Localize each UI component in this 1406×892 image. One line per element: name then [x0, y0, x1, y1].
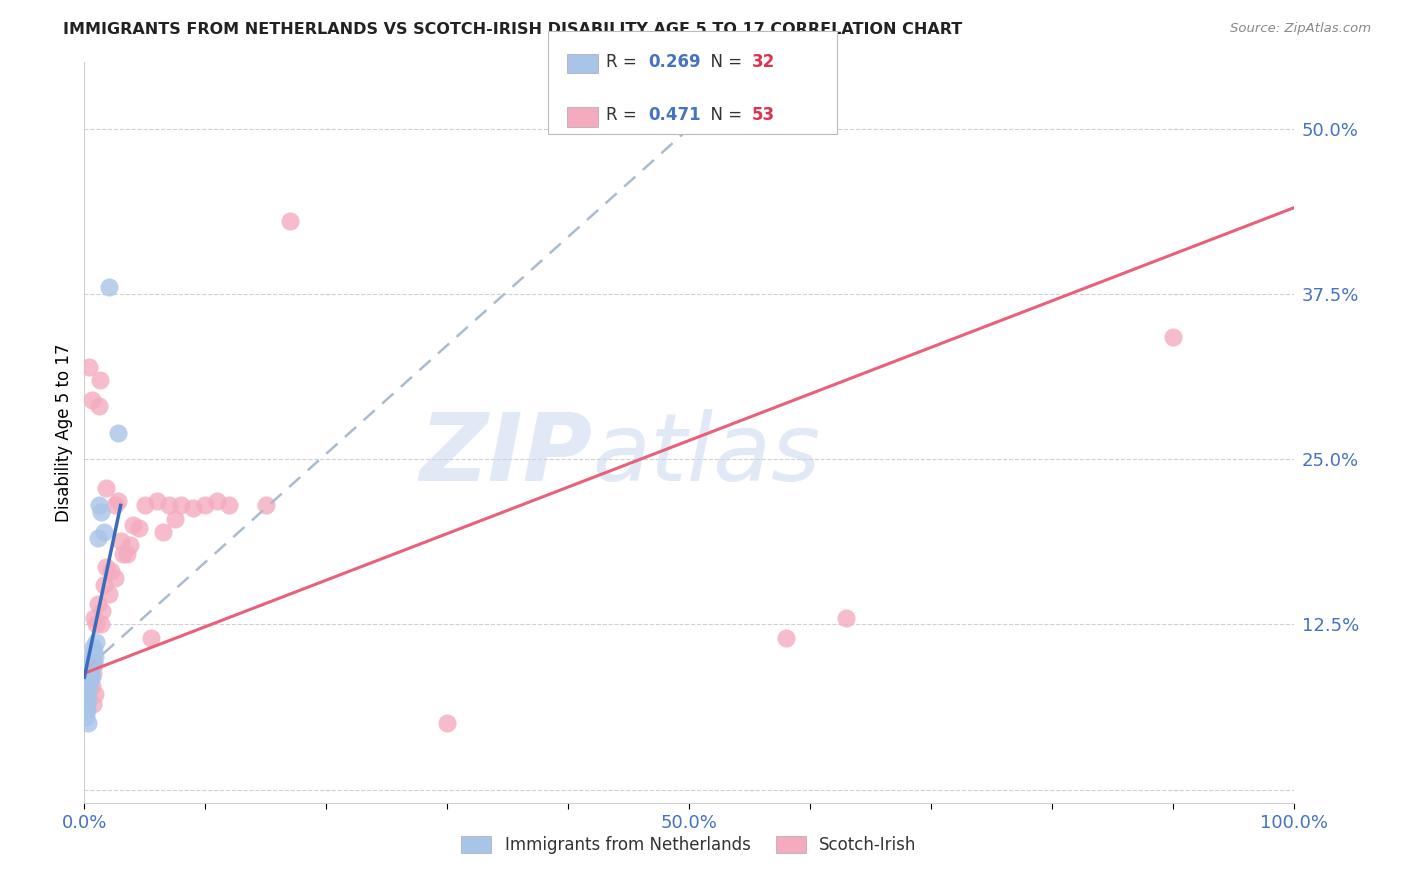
Text: Source: ZipAtlas.com: Source: ZipAtlas.com: [1230, 22, 1371, 36]
Point: [86, 598, 108, 612]
Point: [89, 373, 111, 387]
Point: [86, 634, 108, 648]
Point: [84, 650, 107, 665]
Point: [90, 505, 112, 519]
Text: N =: N =: [700, 106, 748, 124]
Point: [75, 710, 97, 724]
Point: [87, 499, 110, 513]
Point: [94, 560, 117, 574]
Text: R =: R =: [606, 53, 643, 70]
Point: [436, 716, 458, 731]
Point: [93, 577, 115, 591]
Text: 0.269: 0.269: [648, 53, 700, 70]
Point: [121, 518, 143, 533]
Text: ZIP: ZIP: [419, 409, 592, 500]
Point: [107, 425, 129, 440]
Point: [77, 692, 100, 706]
Point: [87, 399, 110, 413]
Point: [76, 697, 98, 711]
Point: [80, 650, 103, 665]
Point: [775, 631, 797, 645]
Text: atlas: atlas: [592, 409, 821, 500]
Point: [107, 494, 129, 508]
Text: 0.471: 0.471: [648, 106, 700, 124]
Point: [278, 214, 301, 228]
Point: [93, 524, 115, 539]
Point: [100, 565, 122, 579]
Point: [77, 670, 100, 684]
Point: [77, 664, 100, 678]
Point: [80, 670, 103, 684]
Point: [86, 617, 108, 632]
Point: [77, 683, 100, 698]
Point: [120, 538, 142, 552]
Point: [835, 611, 858, 625]
Legend: Immigrants from Netherlands, Scotch-Irish: Immigrants from Netherlands, Scotch-Iris…: [454, 830, 924, 861]
Point: [165, 511, 187, 525]
Point: [75, 690, 97, 704]
Point: [194, 499, 217, 513]
Y-axis label: Disability Age 5 to 17: Disability Age 5 to 17: [55, 343, 73, 522]
Point: [82, 653, 104, 667]
Point: [77, 359, 100, 374]
Point: [76, 666, 98, 681]
Point: [254, 499, 277, 513]
Point: [128, 521, 150, 535]
Point: [76, 687, 98, 701]
Point: [97, 280, 120, 294]
Point: [170, 499, 193, 513]
Text: R =: R =: [606, 106, 643, 124]
Point: [80, 392, 103, 407]
Point: [83, 644, 105, 658]
Point: [115, 547, 138, 561]
Point: [91, 604, 114, 618]
Point: [79, 664, 101, 678]
Text: N =: N =: [700, 53, 748, 70]
Point: [104, 499, 127, 513]
Point: [79, 666, 101, 681]
Text: 32: 32: [752, 53, 776, 70]
Text: 53: 53: [752, 106, 775, 124]
Point: [139, 631, 162, 645]
Point: [84, 687, 107, 701]
Point: [79, 661, 101, 675]
Point: [218, 499, 240, 513]
Point: [181, 500, 204, 515]
Point: [77, 692, 100, 706]
Point: [76, 680, 98, 694]
Point: [77, 716, 100, 731]
Point: [146, 494, 169, 508]
Point: [83, 611, 105, 625]
Point: [97, 587, 120, 601]
Point: [80, 657, 103, 671]
Point: [75, 677, 97, 691]
Point: [90, 617, 112, 632]
Point: [152, 524, 174, 539]
Point: [110, 534, 132, 549]
Point: [80, 680, 103, 694]
Text: IMMIGRANTS FROM NETHERLANDS VS SCOTCH-IRISH DISABILITY AGE 5 TO 17 CORRELATION C: IMMIGRANTS FROM NETHERLANDS VS SCOTCH-IR…: [63, 22, 963, 37]
Point: [79, 670, 101, 684]
Point: [77, 674, 100, 689]
Point: [157, 499, 180, 513]
Point: [77, 677, 100, 691]
Point: [83, 657, 105, 671]
Point: [112, 547, 135, 561]
Point: [83, 657, 105, 671]
Point: [75, 703, 97, 717]
Point: [82, 666, 104, 681]
Point: [77, 674, 100, 689]
Point: [134, 499, 156, 513]
Point: [82, 697, 104, 711]
Point: [1161, 330, 1184, 344]
Point: [104, 571, 127, 585]
Point: [77, 683, 100, 698]
Point: [86, 532, 108, 546]
Point: [82, 640, 104, 654]
Point: [94, 481, 117, 495]
Point: [207, 494, 229, 508]
Point: [79, 657, 101, 671]
Point: [76, 687, 98, 701]
Point: [76, 703, 98, 717]
